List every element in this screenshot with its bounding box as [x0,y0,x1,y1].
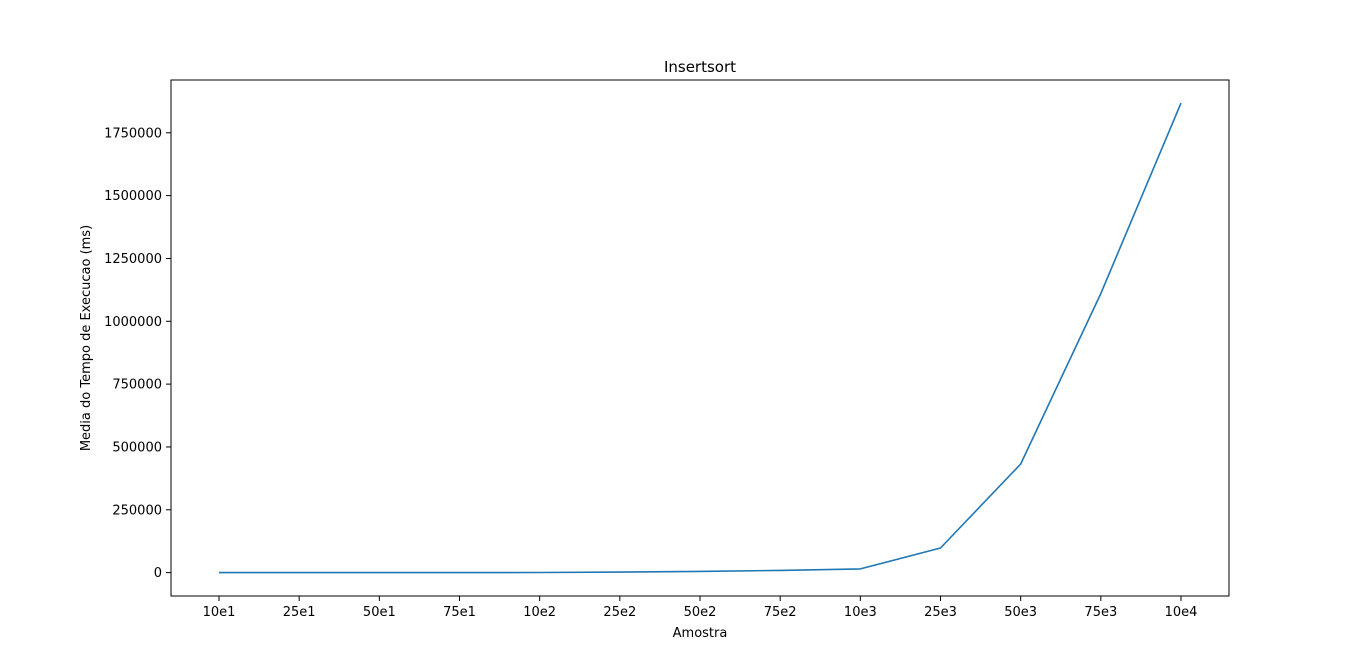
y-tick-label: 250000 [112,503,162,518]
y-axis-label: Media do Tempo de Execucao (ms) [79,225,94,451]
x-tick-label: 50e2 [684,605,717,620]
x-tick-label: 75e3 [1084,605,1117,620]
y-axis-ticks: 0 250000 500000 750000 1000000 1250000 1500000… [104,126,171,581]
x-tick-label: 50e3 [1004,605,1037,620]
y-tick-label: 1000000 [104,315,162,330]
x-axis-label: Amostra [673,626,728,641]
y-tick-label: 1250000 [104,252,162,267]
x-tick-label: 10e1 [203,605,236,620]
chart-title: Insertsort [664,58,736,76]
x-tick-label: 25e2 [603,605,636,620]
series-line [219,102,1182,574]
x-tick-label: 75e1 [443,605,476,620]
y-tick-label: 1500000 [104,189,162,204]
y-tick-label: 500000 [112,440,162,455]
plot-area [171,80,1229,596]
y-tick-label: 0 [154,566,162,581]
x-tick-label: 50e1 [363,605,396,620]
y-tick-label: 750000 [112,378,162,393]
y-tick-label: 1750000 [104,126,162,141]
x-tick-label: 25e1 [283,605,316,620]
x-tick-label: 10e4 [1165,605,1198,620]
x-axis-ticks: 10e1 25e1 50e1 75e1 10e2 25e2 50e2 75e2 10e3 25e3… [203,596,1198,620]
plot-frame [170,79,1230,597]
x-tick-label: 75e2 [764,605,797,620]
x-tick-label: 25e3 [924,605,957,620]
x-tick-label: 10e3 [844,605,877,620]
x-tick-label: 10e2 [523,605,556,620]
